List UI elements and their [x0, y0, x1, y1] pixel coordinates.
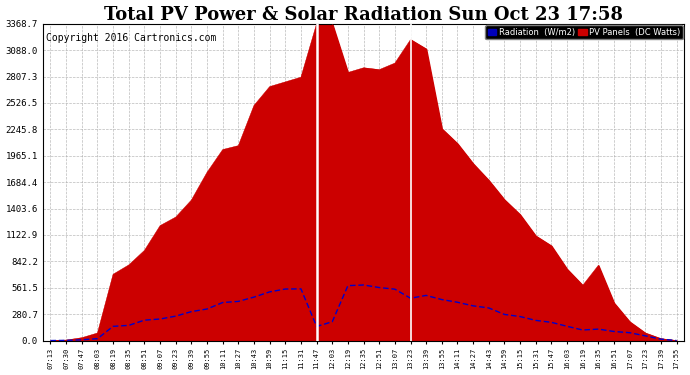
Text: Copyright 2016 Cartronics.com: Copyright 2016 Cartronics.com — [46, 33, 216, 43]
Title: Total PV Power & Solar Radiation Sun Oct 23 17:58: Total PV Power & Solar Radiation Sun Oct… — [104, 6, 623, 24]
Legend: Radiation  (W/m2), PV Panels  (DC Watts): Radiation (W/m2), PV Panels (DC Watts) — [485, 26, 683, 39]
